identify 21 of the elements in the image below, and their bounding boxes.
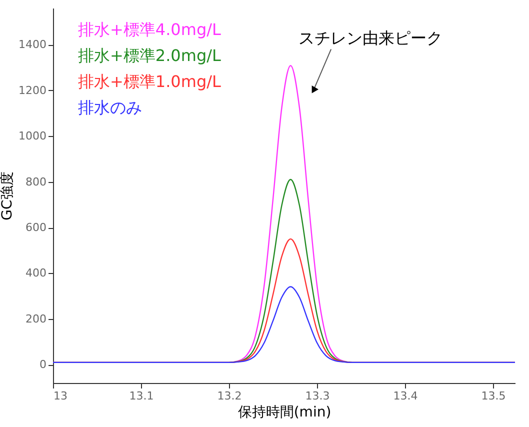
y-axis-title: GC強度 <box>0 172 16 220</box>
y-tick-label: 1200 <box>18 84 46 97</box>
text: 排水+標準2.0mg/L <box>78 46 221 65</box>
text: 排水のみ <box>78 98 142 117</box>
y-tick-label: 0 <box>40 358 46 372</box>
x-tick-label: 13.5 <box>481 390 506 402</box>
annotation: スチレン由来ピーク <box>298 28 442 48</box>
y-tick-label: 600 <box>26 221 46 234</box>
x-tick-label: 13.2 <box>217 390 242 402</box>
x-tick-label: 13.3 <box>305 390 330 402</box>
y-tick-label: 400 <box>26 266 46 280</box>
x-axis-title: 保持時間(min) <box>238 404 332 420</box>
y-tick-label: 1400 <box>18 38 46 52</box>
text: 排水+標準1.0mg/L <box>78 72 221 91</box>
y-tick-label: 200 <box>26 312 46 326</box>
y-tick-label: 800 <box>26 175 46 188</box>
x-tick-label: 13.1 <box>129 390 154 402</box>
text: 排水+標準4.0mg/L <box>78 20 221 39</box>
x-tick-label: 13.4 <box>393 390 418 402</box>
x-tick-label: 13 <box>54 390 68 402</box>
y-tick-label: 1000 <box>18 130 46 143</box>
